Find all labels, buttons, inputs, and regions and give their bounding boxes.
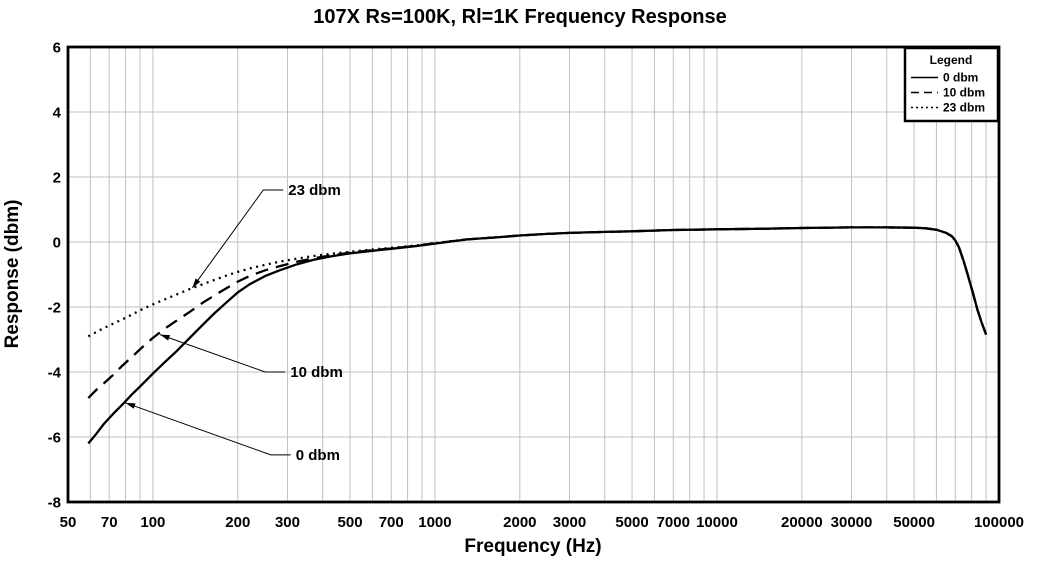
annotation-layer: 23 dbm 10 dbm 0 dbm [125,182,343,464]
x-tick-label: 700 [379,514,404,531]
annotation-label: 0 dbm [296,447,340,464]
x-tick-label: 10000 [696,514,738,531]
annotation-arrowhead [125,402,136,409]
x-tick-label: 7000 [657,514,690,531]
curve-23-dbm [87,226,988,338]
y-tick-label: 2 [53,170,61,187]
x-tick-label: 70 [101,514,118,531]
annotation-arrowhead [192,278,201,288]
x-tick-label: 100000 [974,514,1024,531]
x-tick-label: 20000 [781,514,823,531]
y-tick-label: -6 [48,430,61,447]
y-tick-label: -4 [48,365,62,382]
x-tick-label: 100 [140,514,165,531]
x-tick-label: 50000 [893,514,935,531]
annotation-leader [125,402,291,456]
annotation-label: 23 dbm [288,182,341,199]
annotation-leader [191,189,284,289]
annotation-label: 10 dbm [290,364,343,381]
tick-layer: 50 70 100 200 300 500 700 1000 2000 3000 5000 7000 1… [48,40,1024,532]
annotation-arrowhead [160,334,171,341]
y-axis-title: Response (dbm) [2,200,23,349]
y-tick-label: -2 [48,300,61,317]
x-tick-label: 500 [338,514,363,531]
x-tick-label: 1000 [418,514,451,531]
x-tick-label: 200 [225,514,250,531]
grid-layer [68,47,999,502]
legend-entry-label: 23 dbm [943,101,985,115]
x-tick-label: 3000 [553,514,586,531]
curve-layer [87,226,988,445]
legend-entry-label: 10 dbm [943,86,985,100]
legend-entry-label: 0 dbm [943,71,978,85]
x-axis-title: Frequency (Hz) [464,536,601,557]
y-tick-label: 6 [53,40,61,57]
annotation-leader [159,334,286,373]
y-tick-label: -8 [48,495,61,512]
x-tick-label: 300 [275,514,300,531]
chart-title: 107X Rs=100K, Rl=1K Frequency Response [313,6,727,28]
x-tick-label: 30000 [831,514,873,531]
legend-box [903,46,1000,123]
x-tick-label: 50 [60,514,77,531]
plot-border [66,45,1001,504]
y-tick-label: 0 [53,235,61,252]
x-tick-label: 2000 [503,514,536,531]
y-tick-label: 4 [53,105,62,122]
legend-title: Legend [930,53,973,67]
x-tick-label: 5000 [615,514,648,531]
